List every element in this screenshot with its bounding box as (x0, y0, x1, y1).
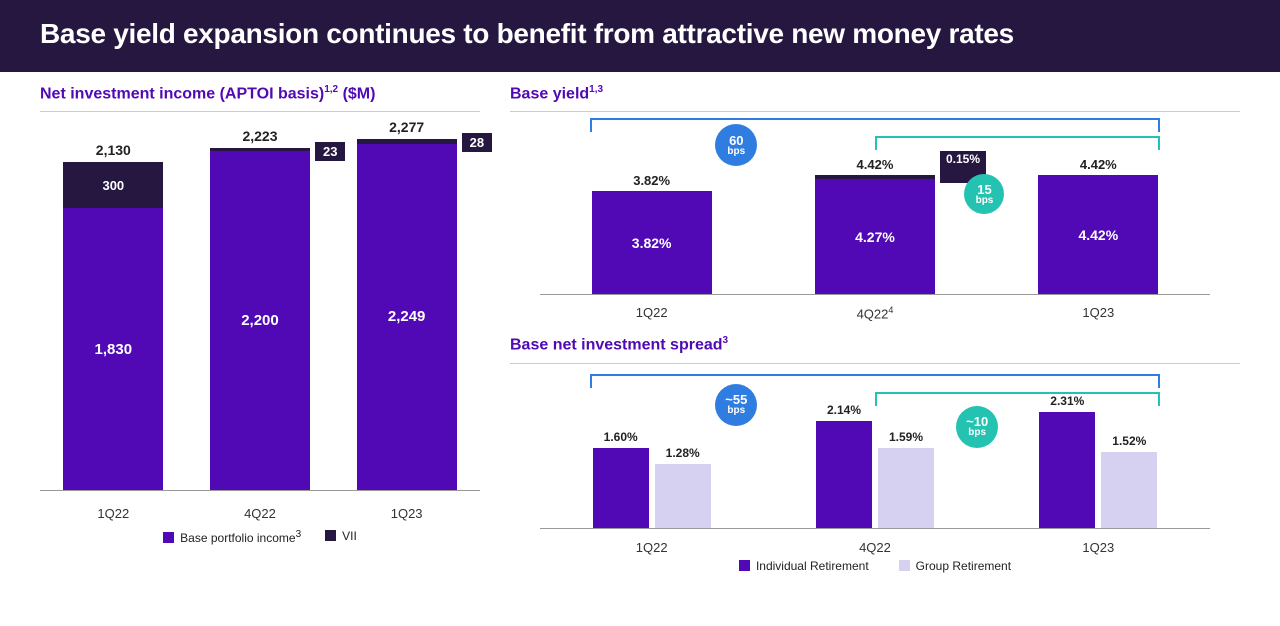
legend-item: Base portfolio income3 (163, 529, 301, 545)
spread-xlabel: 4Q22 (810, 540, 940, 555)
page-title: Base yield expansion continues to benefi… (40, 18, 1240, 50)
yield-base-segment: 4.27% (815, 179, 935, 294)
nii-total-label: 2,223 (242, 128, 277, 144)
nii-group-1Q22: 2,130 1,830300 (63, 142, 163, 490)
bracket (590, 374, 1159, 386)
spread-group-bar: 1.28% (655, 464, 711, 528)
spread-chart-title: Base net investment spread3 (510, 335, 1240, 354)
bracket (590, 118, 1159, 130)
bps-badge: ~10bps (956, 406, 998, 448)
yield-group: 4.42% 4.42% (1038, 157, 1158, 294)
yield-base-segment: 3.82% (592, 191, 712, 294)
spread-individual-bar: 1.60% (593, 448, 649, 528)
yield-group: 3.82% 3.82% (592, 173, 712, 294)
legend-item: Individual Retirement (739, 559, 869, 573)
nii-stack: 2,200 (210, 148, 310, 491)
spread-bars: 1.60%1.28%2.14%1.59%2.31%1.52% (540, 399, 1210, 529)
yield-chart-title: Base yield1,3 (510, 84, 1240, 103)
yield-total-label: 3.82% (633, 173, 670, 188)
spread-group: 2.14%1.59% (816, 421, 934, 528)
nii-group-4Q22: 2,2232,20023 (210, 128, 310, 491)
spread-group: 2.31%1.52% (1039, 412, 1157, 528)
spread-group-label: 1.59% (878, 430, 934, 444)
bps-badge: ~55bps (715, 384, 757, 426)
legend-item: VII (325, 529, 357, 545)
yield-xlabel: 1Q22 (592, 305, 712, 321)
yield-bars: 3.82%3.82%4.42%4.27%0.15%4.42%4.42% (540, 160, 1210, 295)
spread-xlabel: 1Q22 (587, 540, 717, 555)
spread-individual-bar: 2.14% (816, 421, 872, 528)
nii-base-segment: 2,249 (357, 144, 457, 491)
bracket (875, 136, 1160, 148)
page-header: Base yield expansion continues to benefi… (0, 0, 1280, 72)
spread-individual-label: 2.14% (816, 403, 872, 417)
spread-individual-label: 1.60% (593, 430, 649, 444)
nii-legend: Base portfolio income3 VII (40, 529, 480, 545)
legend-item: Group Retirement (899, 559, 1011, 573)
nii-xlabel: 1Q22 (63, 506, 163, 521)
nii-vii-segment: 300 (63, 162, 163, 208)
right-panel: Base yield1,3 3.82%3.82%4.42%4.27%0.15%4… (510, 84, 1240, 573)
yield-base-segment: 4.42% (1038, 175, 1158, 294)
nii-total-label: 2,130 (96, 142, 131, 158)
nii-vii-callout: 28 (462, 133, 492, 152)
nii-group-1Q23: 2,2772,24928 (357, 119, 457, 490)
yield-stack: 4.27% (815, 175, 935, 294)
nii-stack: 1,830300 (63, 162, 163, 490)
yield-xlabel: 4Q224 (815, 305, 935, 321)
yield-stack: 3.82% (592, 191, 712, 294)
yield-xlabel: 1Q23 (1038, 305, 1158, 321)
yield-stack: 4.42% (1038, 175, 1158, 294)
nii-bars: 2,1301,8303002,2232,200232,2772,24928 (40, 121, 480, 491)
yield-xlabels: 1Q22 4Q224 1Q23 (540, 305, 1210, 321)
nii-base-segment: 2,200 (210, 151, 310, 490)
nii-xlabel: 1Q23 (357, 506, 457, 521)
spread-group-label: 1.52% (1101, 434, 1157, 448)
nii-chart-title: Net investment income (APTOI basis)1,2 (… (40, 84, 480, 103)
nii-base-segment: 1,830 (63, 208, 163, 490)
spread-group-bar: 1.59% (878, 448, 934, 528)
nii-xlabels: 1Q22 4Q22 1Q23 (40, 506, 480, 521)
nii-chart: 2,1301,8303002,2232,200232,2772,24928 1Q… (40, 111, 480, 521)
yield-total-label: 4.42% (1080, 157, 1117, 172)
spread-xlabel: 1Q23 (1033, 540, 1163, 555)
left-panel: Net investment income (APTOI basis)1,2 (… (40, 84, 480, 573)
nii-vii-callout: 23 (315, 142, 345, 161)
content: Net investment income (APTOI basis)1,2 (… (0, 72, 1280, 573)
spread-group-bar: 1.52% (1101, 452, 1157, 528)
spread-group: 1.60%1.28% (593, 448, 711, 528)
spread-group-label: 1.28% (655, 446, 711, 460)
yield-group: 4.42%4.27%0.15% (815, 157, 935, 294)
spread-legend: Individual Retirement Group Retirement (510, 555, 1240, 573)
spread-individual-bar: 2.31% (1039, 412, 1095, 528)
yield-chart: 3.82%3.82%4.42%4.27%0.15%4.42%4.42% 1Q22… (510, 111, 1240, 321)
yield-total-label: 4.42% (857, 157, 894, 172)
nii-total-label: 2,277 (389, 119, 424, 135)
spread-xlabels: 1Q22 4Q22 1Q23 (540, 540, 1210, 555)
spread-chart: 1.60%1.28%2.14%1.59%2.31%1.52% 1Q224Q221… (510, 363, 1240, 555)
nii-stack: 2,249 (357, 139, 457, 490)
nii-xlabel: 4Q22 (210, 506, 310, 521)
bracket (875, 392, 1160, 404)
